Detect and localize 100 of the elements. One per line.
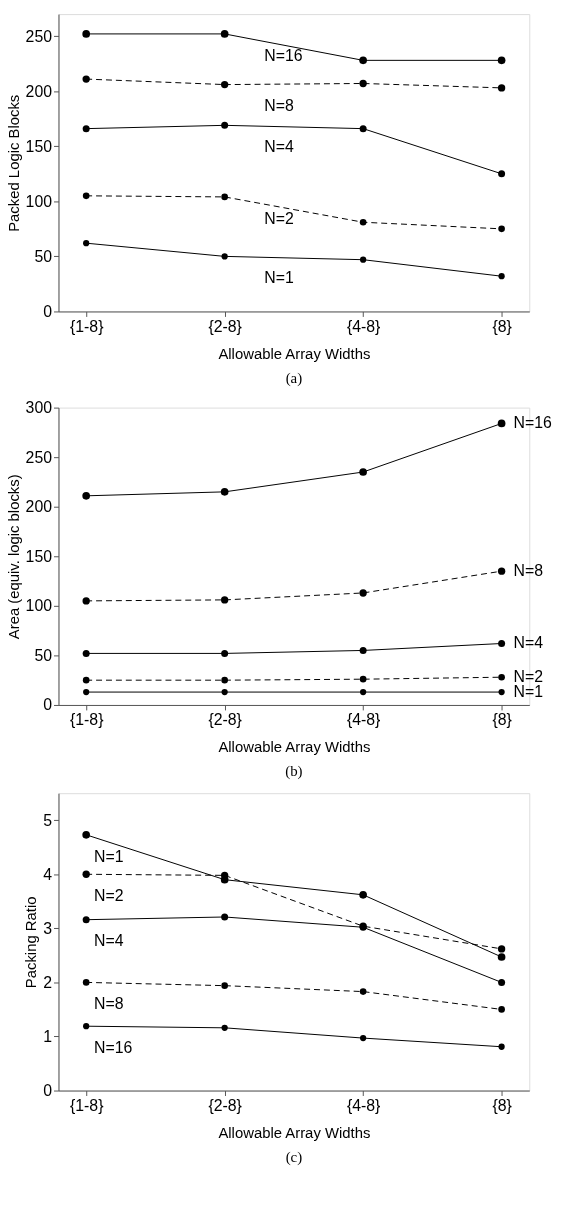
x-tick-label: {4-8}: [346, 711, 381, 729]
y-tick-label: 250: [25, 27, 53, 45]
point: [82, 916, 90, 924]
point: [83, 240, 90, 247]
point: [221, 121, 229, 129]
series-label: N=16: [513, 414, 552, 432]
y-tick-label: 0: [43, 302, 53, 320]
point: [221, 193, 228, 201]
point: [359, 890, 367, 899]
series-label: N=4: [264, 138, 294, 156]
y-tick-label: 150: [25, 547, 53, 565]
x-tick-label: {2-8}: [208, 711, 242, 729]
point: [359, 218, 367, 226]
point: [359, 589, 367, 597]
y-tick-label: 150: [25, 137, 53, 155]
point: [221, 913, 229, 921]
point: [83, 1023, 90, 1030]
y-tick-label: 3: [43, 919, 53, 937]
series-label: N=16: [94, 1038, 133, 1056]
y-tick-label: 100: [25, 597, 53, 615]
point: [498, 225, 505, 233]
y-tick-label: 300: [25, 399, 53, 417]
point: [497, 953, 506, 961]
series-label: N=1: [264, 269, 294, 287]
y-tick-label: 100: [25, 192, 53, 210]
series-label: N=2: [264, 209, 294, 227]
point: [498, 688, 505, 696]
point: [221, 649, 229, 657]
point: [359, 988, 367, 995]
y-tick-label: 250: [25, 448, 53, 466]
series-label: N=2: [513, 668, 544, 686]
x-tick-label: {4-8}: [346, 1096, 381, 1114]
point: [221, 676, 228, 684]
x-axis-title: Allowable Array Widths: [218, 739, 371, 756]
y-tick-label: 5: [43, 811, 53, 829]
point: [82, 75, 90, 83]
point: [83, 688, 90, 696]
point: [497, 945, 506, 953]
text: (c): [285, 1148, 303, 1166]
x-tick-label: {8}: [492, 1096, 512, 1114]
point: [82, 491, 91, 500]
y-tick-label: 2: [43, 973, 53, 991]
point: [359, 688, 367, 696]
series-label: N=4: [513, 634, 544, 652]
series-label: N=8: [94, 995, 124, 1013]
series-label: N=8: [513, 562, 544, 580]
series-label: N=4: [94, 932, 124, 950]
point: [82, 649, 90, 657]
point: [497, 84, 506, 92]
y-axis-title: Packed Logic Blocks: [5, 94, 22, 232]
point: [82, 30, 91, 38]
point: [82, 597, 90, 605]
point: [498, 170, 506, 178]
point: [221, 1024, 228, 1031]
point: [82, 870, 90, 878]
x-tick-label: {1-8}: [69, 1096, 104, 1114]
point: [221, 253, 228, 260]
point: [220, 30, 229, 38]
point: [497, 567, 506, 575]
series-label: N=16: [264, 46, 303, 64]
point: [359, 125, 367, 133]
point: [82, 830, 91, 839]
y-tick-label: 1: [43, 1027, 53, 1045]
point: [498, 673, 505, 681]
x-axis-title: Allowable Array Widths: [218, 345, 371, 362]
point: [359, 646, 367, 654]
point: [221, 982, 228, 989]
point: [497, 56, 506, 65]
x-axis-title: Allowable Array Widths: [218, 1124, 371, 1141]
series-label: N=1: [513, 683, 544, 701]
series-label: N=2: [94, 887, 124, 905]
point: [498, 1043, 505, 1050]
point: [359, 468, 367, 476]
x-tick-label: {8}: [492, 317, 512, 335]
point: [497, 419, 506, 428]
point: [82, 192, 90, 200]
y-tick-label: 50: [34, 247, 53, 265]
point: [498, 1006, 505, 1013]
y-tick-label: 200: [25, 498, 53, 516]
point: [359, 79, 367, 88]
x-tick-label: {8}: [492, 711, 512, 729]
point: [359, 256, 367, 263]
x-tick-label: {2-8}: [208, 1096, 242, 1114]
point: [498, 273, 505, 280]
point: [359, 56, 367, 65]
y-tick-label: 0: [43, 696, 53, 714]
y-tick-label: 4: [43, 865, 53, 883]
series-label: N=8: [264, 97, 294, 115]
y-tick-label: 50: [34, 646, 53, 664]
series-label: N=1: [94, 847, 124, 865]
point: [220, 596, 229, 604]
point: [82, 979, 90, 986]
x-tick-label: {2-8}: [208, 317, 242, 335]
point: [220, 80, 229, 89]
text: (b): [285, 763, 303, 781]
y-axis-title: Packing Ratio: [23, 896, 40, 989]
point: [359, 1034, 367, 1042]
y-axis-title: Area (equiv. logic blocks): [5, 474, 22, 640]
text: (a): [285, 369, 303, 387]
x-tick-label: {1-8}: [69, 711, 104, 729]
